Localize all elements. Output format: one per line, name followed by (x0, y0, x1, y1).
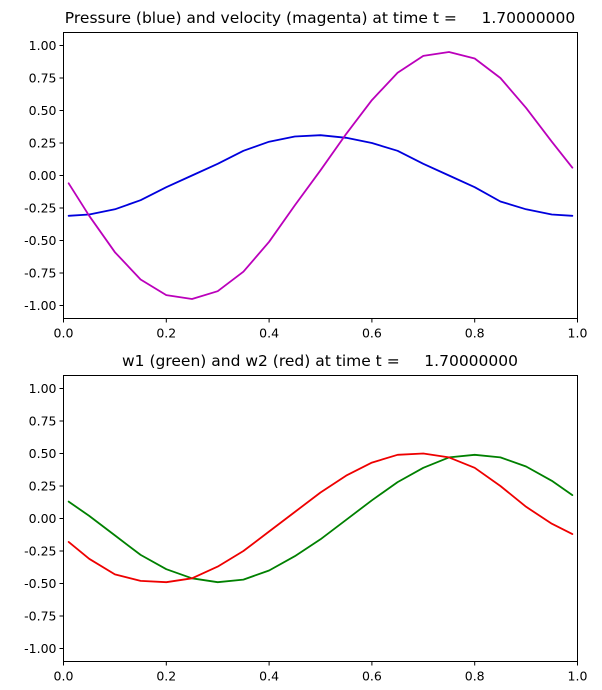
w1-w2-chart: w1 (green) and w2 (red) at time t = 1.70… (24, 352, 587, 684)
pressure-velocity-chart: Pressure (blue) and velocity (magenta) a… (24, 9, 587, 341)
y-tick-label: 1.00 (29, 38, 57, 53)
chart-title: Pressure (blue) and velocity (magenta) a… (65, 9, 575, 27)
y-tick-label: 0.25 (29, 136, 57, 151)
x-tick-label: 1.0 (568, 326, 588, 341)
y-tick-label: 1.00 (29, 381, 57, 396)
x-tick-label: 0.6 (362, 669, 382, 684)
y-tick-label: 0.50 (29, 103, 57, 118)
y-axis: -1.00 -0.75 -0.50 -0.25 0.00 0.25 0.50 0.75 1.00 (24, 38, 64, 313)
y-tick-label: 0.75 (29, 414, 57, 429)
y-tick-label: -0.25 (24, 544, 56, 559)
y-tick-label: 0.00 (29, 511, 57, 526)
y-axis: -1.00 -0.75 -0.50 -0.25 0.00 0.25 0.50 0.75 1.00 (24, 381, 64, 656)
chart-title: w1 (green) and w2 (red) at time t = 1.70… (122, 352, 518, 370)
y-tick-label: -0.50 (24, 576, 56, 591)
series-line-0 (67, 134, 574, 217)
x-tick-label: 0.2 (156, 669, 176, 684)
y-tick-label: -1.00 (24, 641, 56, 656)
y-tick-label: -0.75 (24, 609, 56, 624)
x-tick-label: 1.0 (568, 669, 588, 684)
x-tick-label: 0.8 (465, 326, 485, 341)
y-tick-label: -0.25 (24, 201, 56, 216)
x-tick-label: 0.4 (259, 326, 279, 341)
plot-frame (63, 32, 578, 319)
x-tick-label: 0.6 (362, 326, 382, 341)
x-tick-label: 0.2 (156, 326, 176, 341)
y-tick-label: -0.50 (24, 233, 56, 248)
plot-frame (63, 375, 578, 662)
y-tick-label: 0.00 (29, 168, 57, 183)
series-line-1 (67, 51, 574, 300)
series-line-0 (67, 453, 574, 584)
plot-lines (67, 51, 574, 300)
y-tick-label: -0.75 (24, 266, 56, 281)
x-tick-label: 0.0 (54, 326, 74, 341)
y-tick-label: 0.75 (29, 71, 57, 86)
x-axis: 0.0 0.2 0.4 0.6 0.8 1.0 (54, 661, 588, 684)
x-tick-label: 0.4 (259, 669, 279, 684)
y-tick-label: -1.00 (24, 298, 56, 313)
x-tick-label: 0.8 (465, 669, 485, 684)
plot-lines (67, 452, 574, 584)
y-tick-label: 0.50 (29, 446, 57, 461)
y-tick-label: 0.25 (29, 479, 57, 494)
x-axis: 0.0 0.2 0.4 0.6 0.8 1.0 (54, 318, 588, 341)
x-tick-label: 0.0 (54, 669, 74, 684)
series-line-1 (67, 452, 574, 584)
